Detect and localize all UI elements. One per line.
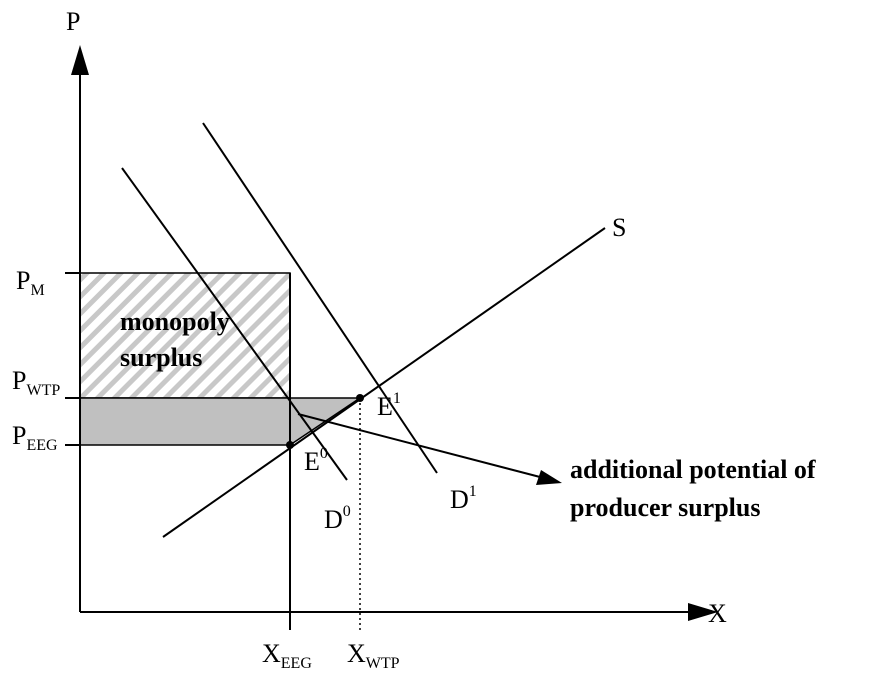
supply-label: S bbox=[612, 213, 626, 242]
y-axis-label: P bbox=[66, 7, 80, 36]
annotation: surplus bbox=[120, 343, 202, 372]
y-arrow bbox=[71, 45, 89, 75]
annotation: monopoly bbox=[120, 307, 230, 336]
demand1-curve bbox=[202, 122, 438, 474]
price-label: PEEG bbox=[12, 421, 58, 454]
x-arrow bbox=[688, 603, 718, 621]
price-label: PM bbox=[16, 266, 45, 299]
x-axis-label: X bbox=[708, 599, 727, 628]
point-e1 bbox=[356, 394, 364, 402]
annotation: additional potential of bbox=[570, 455, 816, 484]
demand-label: D0 bbox=[324, 503, 351, 534]
quantity-label: XEEG bbox=[262, 639, 312, 672]
demand0-curve bbox=[121, 167, 348, 481]
point-e0 bbox=[286, 441, 294, 449]
demand-label: D1 bbox=[450, 483, 477, 514]
point-label: E1 bbox=[377, 390, 401, 421]
monopoly-area bbox=[79, 272, 291, 399]
price-label: PWTP bbox=[12, 366, 60, 399]
point-label: E0 bbox=[304, 445, 328, 476]
annotation: producer surplus bbox=[570, 493, 760, 522]
supply-curve bbox=[162, 227, 606, 538]
quantity-label: XWTP bbox=[347, 639, 400, 672]
annotation-arrow bbox=[297, 413, 541, 478]
arrowhead bbox=[536, 470, 562, 485]
producer-area bbox=[79, 397, 363, 446]
